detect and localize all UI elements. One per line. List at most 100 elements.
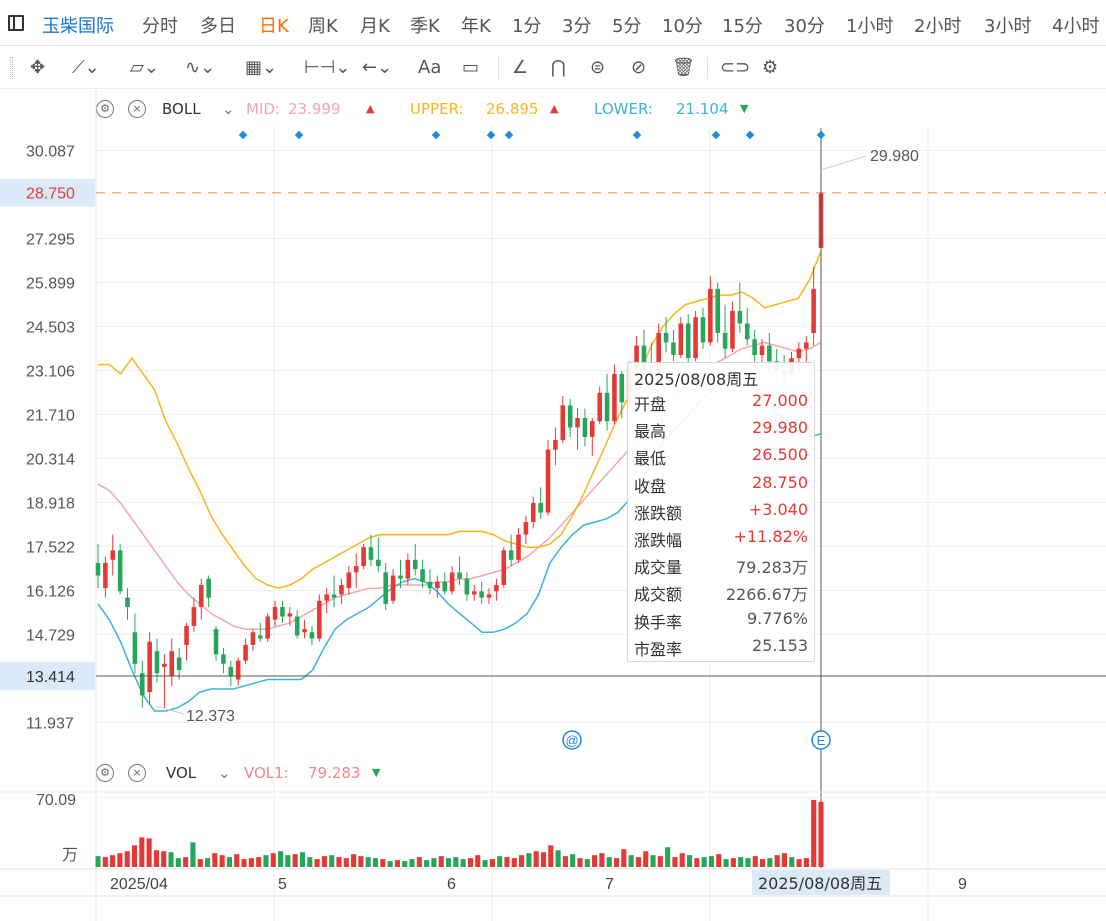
candle-body	[508, 550, 514, 560]
volume-bar	[665, 847, 671, 867]
candle-body	[560, 405, 566, 441]
stock-name[interactable]: 玉柴国际	[42, 16, 114, 37]
period-tab-7[interactable]: 1分	[512, 16, 542, 37]
volume-bar	[278, 851, 284, 867]
volume-bar	[504, 857, 510, 867]
candle-body	[811, 288, 816, 333]
candle-body	[361, 547, 366, 567]
y-tick-label: 23.106	[26, 364, 75, 381]
toolbar-grip-icon[interactable]	[10, 57, 13, 79]
volume-bar	[592, 855, 598, 867]
volume-bar	[621, 849, 627, 867]
high-annotation: 29.980	[870, 148, 919, 165]
period-tab-12[interactable]: 30分	[784, 16, 825, 37]
boll-close-icon[interactable]: ×	[128, 100, 146, 118]
candle-body	[383, 572, 389, 604]
line-draw-icon[interactable]: ⟋⌄	[72, 57, 100, 78]
candle-body	[759, 345, 765, 356]
tooltip-value: 2266.67万	[725, 585, 808, 605]
period-tab-3[interactable]: 周K	[308, 16, 338, 37]
candle-body	[420, 569, 425, 582]
tooltip-label: 涨跌额	[634, 503, 683, 523]
candle-body	[479, 591, 484, 598]
y-tick-label: 27.295	[26, 232, 75, 249]
candle-body	[390, 575, 396, 601]
volume-bar	[497, 856, 503, 867]
tooltip-label: 换手率	[634, 612, 683, 632]
period-tab-0[interactable]: 分时	[142, 16, 178, 37]
volume-bar	[307, 857, 313, 867]
period-tab-9[interactable]: 5分	[612, 16, 642, 37]
vol-close-icon[interactable]: ×	[128, 764, 146, 782]
period-tab-2[interactable]: 日K	[259, 16, 289, 37]
x-tick-label: 9	[958, 876, 967, 893]
volume-bar	[394, 860, 400, 867]
volume-bar	[540, 852, 547, 867]
period-tab-16[interactable]: 4小时	[1052, 16, 1100, 37]
hide-icon[interactable]: ⊘	[631, 57, 647, 78]
tooltip-label: 最低	[634, 449, 667, 469]
period-tab-14[interactable]: 2小时	[914, 16, 962, 37]
volume-bar	[562, 856, 568, 867]
event-marker-icon	[294, 130, 304, 140]
volume-bar	[679, 853, 685, 867]
vol-dropdown-icon[interactable]: ⌄	[218, 764, 231, 782]
period-tab-4[interactable]: 月K	[360, 16, 390, 37]
ruler-icon[interactable]: ∠	[512, 57, 529, 78]
candle-body	[663, 332, 669, 343]
period-tab-6[interactable]: 年K	[461, 16, 491, 37]
high-annotation-line	[820, 155, 867, 171]
candle-body	[206, 578, 211, 598]
volume-bar	[570, 854, 576, 867]
trash-icon[interactable]: 🗑	[672, 57, 695, 78]
candle-body	[272, 607, 278, 620]
measure-icon[interactable]: ⊢⊣⌄	[304, 57, 351, 78]
low-annotation: 12.373	[186, 708, 235, 725]
fib-icon[interactable]: ▦⌄	[245, 57, 278, 78]
candle-body	[125, 597, 130, 608]
volume-bar	[767, 858, 773, 867]
volume-bar	[102, 857, 108, 867]
period-tab-11[interactable]: 15分	[722, 16, 763, 37]
y-tick-label: 24.503	[26, 320, 75, 337]
candle-body	[280, 607, 285, 617]
volume-bar	[445, 858, 452, 867]
overlay-icon[interactable]: ⊂⊃	[720, 57, 751, 78]
magnet-icon[interactable]: ⋂	[551, 57, 566, 78]
comment-icon[interactable]: ▭	[462, 57, 480, 78]
candle-body	[427, 581, 433, 589]
sidebar-toggle-icon[interactable]	[8, 15, 24, 31]
polyline-icon[interactable]: ▱⌄	[130, 57, 159, 78]
volume-bar	[168, 852, 174, 867]
period-tab-1[interactable]: 多日	[200, 16, 236, 37]
candle-body	[376, 559, 381, 567]
volume-bar	[686, 855, 693, 867]
candle-body	[634, 345, 639, 368]
settings-icon[interactable]: ⚙	[762, 57, 779, 78]
wave-icon[interactable]: ∿⌄	[185, 57, 216, 78]
move-icon[interactable]: ✥	[30, 57, 46, 78]
volume-bar	[453, 857, 459, 867]
y-tick-label: 20.314	[26, 452, 75, 469]
candle-body	[722, 332, 728, 349]
boll-name[interactable]: BOLL	[162, 100, 201, 118]
period-tab-5[interactable]: 季K	[410, 16, 440, 37]
event-marker-icon	[431, 130, 441, 140]
vol-name[interactable]: VOL	[166, 764, 197, 782]
tooltip-value: 27.000	[752, 391, 808, 410]
period-tab-13[interactable]: 1小时	[846, 16, 894, 37]
arrow-icon[interactable]: ←⌄	[362, 57, 393, 78]
candle-body	[368, 547, 374, 560]
lock-icon[interactable]: ⊜	[590, 57, 606, 78]
volume-bar	[424, 860, 430, 867]
candle-body	[803, 342, 809, 349]
tooltip-label: 成交量	[634, 558, 683, 578]
boll-dropdown-icon[interactable]: ⌄	[222, 100, 235, 118]
text-icon[interactable]: Aa	[418, 57, 442, 78]
period-tab-8[interactable]: 3分	[562, 16, 592, 37]
period-tab-10[interactable]: 10分	[662, 16, 703, 37]
candle-body	[294, 616, 300, 636]
volume-bar	[555, 850, 561, 867]
period-tab-15[interactable]: 3小时	[984, 16, 1032, 37]
